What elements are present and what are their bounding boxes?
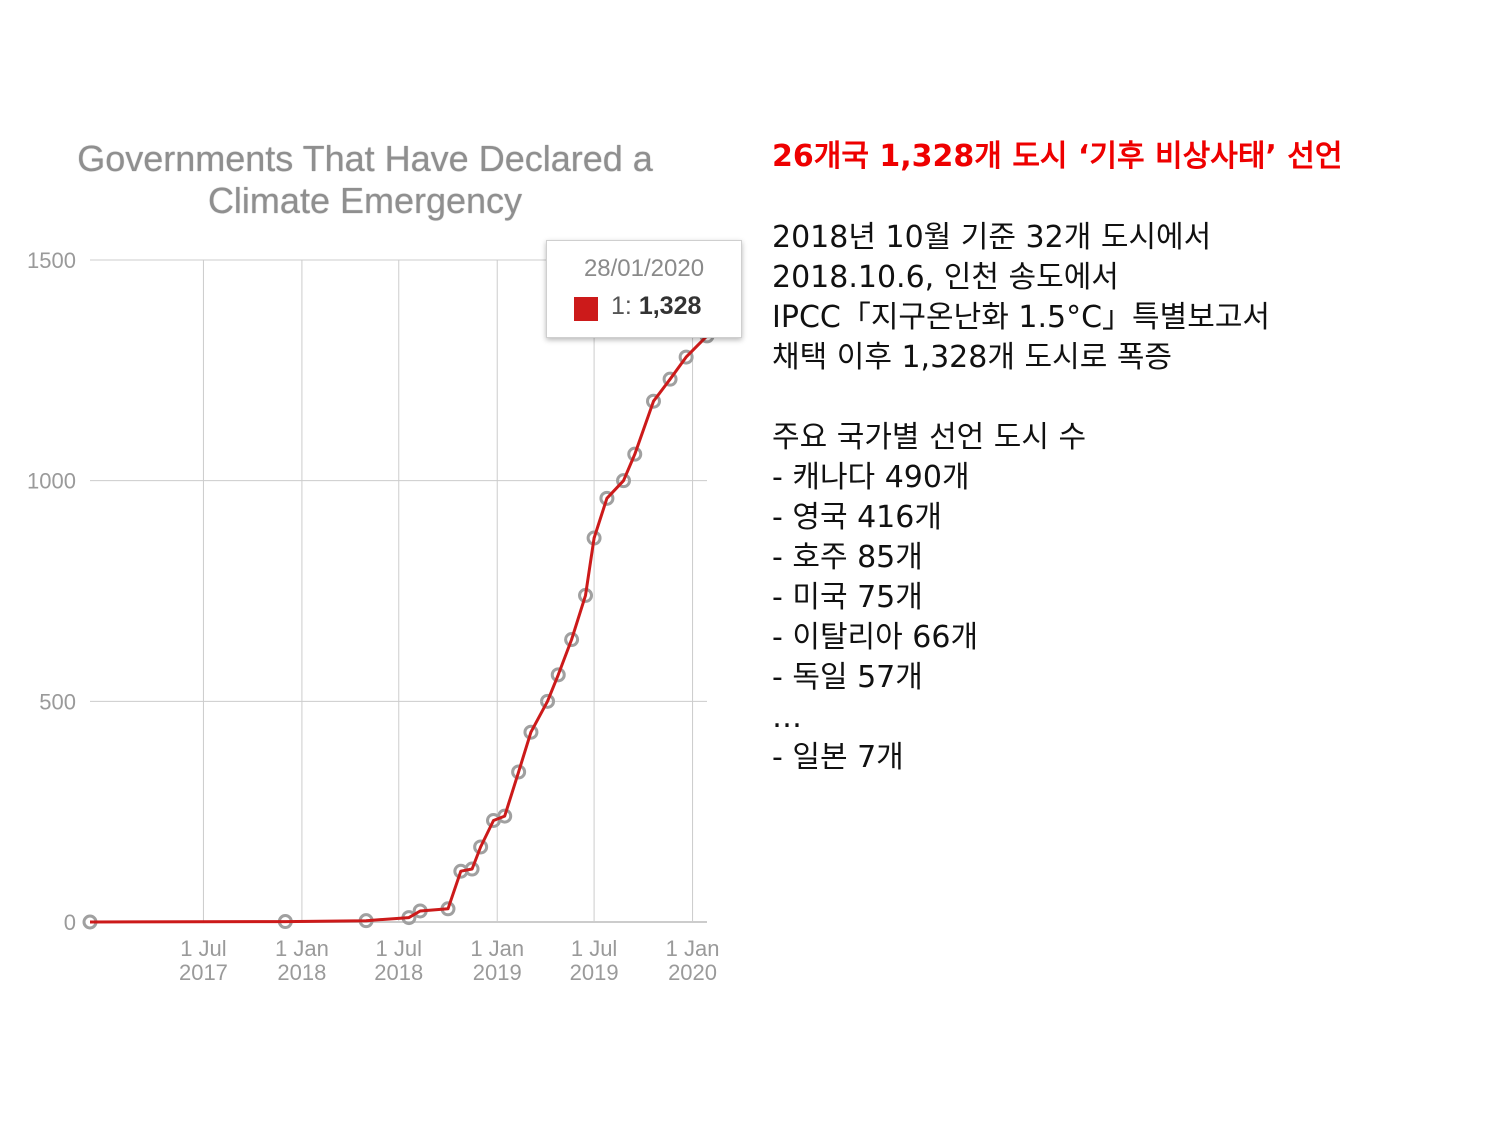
- data-point: [540, 693, 556, 709]
- country-list-item: - 이탈리아 66개: [772, 620, 979, 655]
- data-point: [627, 446, 643, 462]
- intro-line: 2018년 10월 기준 32개 도시에서: [772, 220, 1212, 255]
- intro-line: 2018.10.6, 인천 송도에서: [772, 260, 1119, 295]
- x-tick-year-label: 2019: [570, 960, 619, 985]
- x-tick-year-label: 2018: [374, 960, 423, 985]
- intro-line: IPCC「지구온난화 1.5°C」특별보고서: [772, 300, 1271, 335]
- data-point: [473, 839, 489, 855]
- chart-title-line1: Governments That Have Declared a: [77, 138, 653, 179]
- data-point: [564, 632, 580, 648]
- x-tick-year-label: 2017: [179, 960, 228, 985]
- y-tick-label: 1500: [27, 248, 76, 273]
- x-tick-year-label: 2019: [473, 960, 522, 985]
- data-point: [616, 473, 632, 489]
- x-tick-label: 1 Jan: [666, 936, 720, 961]
- country-list-item: - 호주 85개: [772, 540, 923, 575]
- country-list-item: - 캐나다 490개: [772, 460, 970, 495]
- country-list-item: - 일본 7개: [772, 740, 904, 775]
- x-tick-label: 1 Jan: [470, 936, 524, 961]
- tooltip-series-name: 1:: [611, 292, 632, 320]
- chart-title-line2: Climate Emergency: [207, 180, 523, 221]
- tooltip-series-swatch: [574, 297, 598, 321]
- x-tick-label: 1 Jan: [275, 936, 329, 961]
- country-list-item: - 영국 416개: [772, 500, 942, 535]
- intro-line: 채택 이후 1,328개 도시로 폭증: [772, 340, 1173, 375]
- data-point: [550, 667, 566, 683]
- data-point: [645, 393, 661, 409]
- data-point: [599, 490, 615, 506]
- intro-block: 2018년 10월 기준 32개 도시에서 2018.10.6, 인천 송도에서…: [772, 218, 1492, 378]
- data-point: [523, 724, 539, 740]
- x-tick-label: 1 Jul: [180, 936, 226, 961]
- x-tick-year-label: 2020: [668, 960, 717, 985]
- summary-text: 26개국 1,328개 도시 ‘기후 비상사태’ 선언 2018년 10월 기준…: [772, 136, 1492, 818]
- tooltip-value: 1,328: [638, 292, 702, 320]
- country-list-heading: 주요 국가별 선언 도시 수: [772, 420, 1087, 455]
- tooltip-series-line: 1: 1,328: [611, 292, 701, 321]
- data-point: [497, 808, 513, 824]
- x-tick-label: 1 Jul: [376, 936, 422, 961]
- climate-emergency-chart: Governments That Have Declared a Climate…: [0, 120, 750, 1020]
- data-point: [678, 349, 694, 365]
- chart-tooltip: 28/01/2020 1: 1,328: [546, 240, 742, 338]
- country-list-item: - 미국 75개: [772, 580, 923, 615]
- headline: 26개국 1,328개 도시 ‘기후 비상사태’ 선언: [772, 139, 1343, 174]
- y-tick-label: 0: [64, 910, 76, 935]
- chart-title: Governments That Have Declared a Climate…: [20, 138, 710, 222]
- country-list-item: - 독일 57개: [772, 660, 923, 695]
- y-tick-label: 500: [39, 689, 76, 714]
- y-tick-label: 1000: [27, 469, 76, 494]
- x-tick-year-label: 2018: [277, 960, 326, 985]
- series-line: [89, 334, 709, 924]
- x-tick-label: 1 Jul: [571, 936, 617, 961]
- tooltip-date: 28/01/2020: [583, 255, 705, 282]
- data-point: [662, 371, 678, 387]
- data-point: [511, 764, 527, 780]
- country-list-ellipsis: …: [772, 700, 802, 735]
- country-list: 주요 국가별 선언 도시 수 - 캐나다 490개 - 영국 416개 - 호주…: [772, 418, 1492, 778]
